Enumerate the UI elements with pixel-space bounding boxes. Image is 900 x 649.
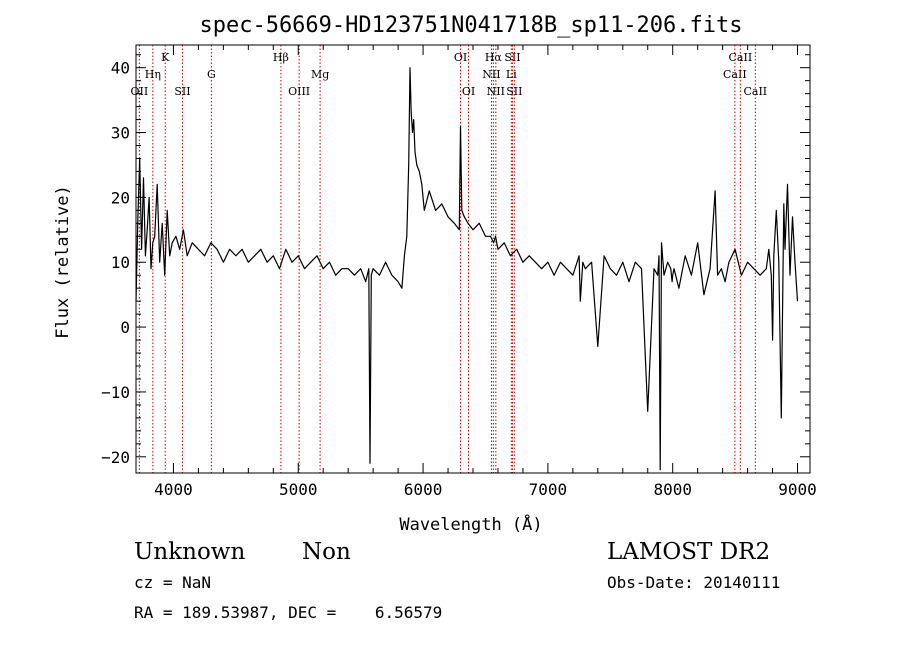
line-label-0: OII [131,85,149,98]
y-tick-label: −10 [101,383,130,402]
y-tick-label: 0 [120,318,130,337]
x-tick-label: 6000 [404,480,443,499]
survey-name: LAMOST DR2 [607,539,771,565]
observation-date: Obs-Date: 20140111 [607,573,781,592]
y-tick-label: 30 [111,124,130,143]
line-label-14: SII [504,51,520,64]
x-tick-label: 7000 [529,480,568,499]
redshift-cz: cz = NaN [134,573,212,592]
y-tick-label: 10 [111,253,130,272]
plot-frame [135,44,811,474]
y-tick-label: 40 [111,59,130,78]
x-axis-label: Wavelength (Å) [399,513,542,535]
line-label-16: CaII [723,68,747,81]
line-label-7: Mg [311,68,329,81]
x-tick-label: 9000 [778,480,817,499]
line-label-11: Hα [485,51,503,64]
spectrum-line [135,67,799,471]
line-label-13: Li [506,68,517,81]
y-axis-label: Flux (relative) [53,185,73,339]
y-tick-label: −20 [101,448,130,467]
line-label-4: G [207,68,216,81]
line-label-17: CaII [729,51,753,64]
line-label-15: SII [506,85,522,98]
coordinates: RA = 189.53987, DEC = 6.56579 [134,603,443,622]
spectral-subclass: Non [302,539,351,565]
x-tick-label: 8000 [653,480,692,499]
line-label-9: OI [462,85,475,98]
y-tick-label: 20 [111,188,130,207]
line-label-2: K [161,51,170,64]
spectral-class: Unknown [134,539,246,565]
line-label-18: CaII [743,85,767,98]
line-label-3: SII [174,85,190,98]
x-tick-label: 5000 [279,480,318,499]
line-label-8: OI [454,51,467,64]
x-tick-label: 4000 [154,480,193,499]
line-label-12: NII [487,85,505,98]
line-label-5: Hβ [273,51,289,64]
line-label-6: OIII [288,85,310,98]
line-label-1: Hη [145,68,161,81]
line-label-10: NII [482,68,500,81]
chart-title: spec-56669-HD123751N041718B_sp11-206.fit… [199,13,742,38]
